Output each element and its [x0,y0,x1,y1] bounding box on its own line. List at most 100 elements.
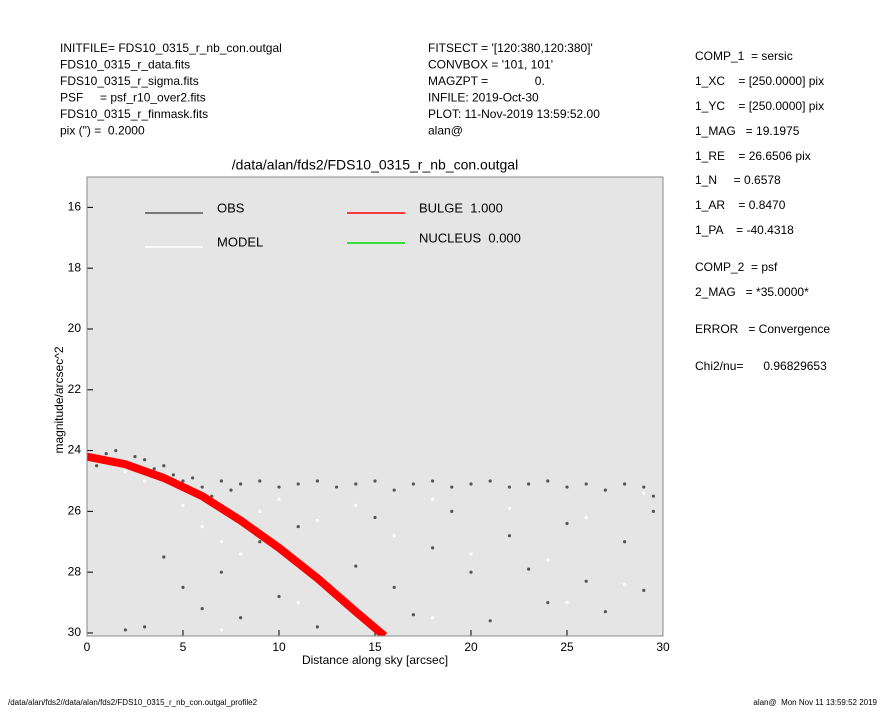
y-axis-label: magnitude/arcsec^2 [52,346,66,453]
data-point [392,534,396,538]
legend-label: BULGE 1.000 [419,200,503,215]
y-tick-label: 22 [68,382,82,396]
data-point [527,482,531,486]
data-point [623,540,627,544]
plot-frame [86,176,664,637]
data-point [258,540,262,544]
data-point [123,628,127,632]
fit-parameter: 1_N = 0.6578 [695,173,781,187]
data-point [171,473,175,477]
plot-area [87,177,663,636]
data-point [565,600,569,605]
data-point [450,485,454,489]
y-tick-label: 28 [68,564,82,578]
data-point [623,482,627,486]
data-point [219,540,223,544]
data-point [296,482,300,486]
data-point [143,458,147,462]
data-point [95,464,99,468]
data-point [450,509,454,513]
header-line: INFILE: 2019-Oct-30 [428,91,539,105]
header-line: CONVBOX = '101, 101' [428,58,553,72]
legend-label: NUCLEUS 0.000 [419,230,521,245]
data-point [603,610,608,614]
footer-stamp: alan@ Mon Nov 11 13:59:52 2019 [753,698,877,707]
data-point [296,524,300,529]
data-point [411,482,415,486]
fit-parameter: COMP_1 = sersic [695,49,793,63]
data-point [219,479,223,483]
data-point [584,579,588,583]
data-point [191,476,195,480]
data-point [469,570,473,574]
data-point [354,503,358,507]
data-point [162,464,166,468]
data-point [603,488,608,492]
data-point [143,479,147,483]
y-tick-label: 18 [68,260,82,274]
data-point [181,585,185,589]
data-point [527,567,531,571]
model-curve [87,452,388,636]
header-line: PLOT: 11-Nov-2019 13:59:52.00 [428,107,600,121]
fit-parameter: 1_PA = -40.4318 [695,223,794,237]
data-point [546,558,550,562]
data-point [277,497,281,501]
data-point [123,470,127,474]
x-tick-label: 0 [84,640,91,654]
data-point [642,491,646,495]
data-point [152,467,156,471]
data-point [565,485,569,489]
data-point [642,485,646,489]
data-point [373,515,377,520]
header-line: FDS10_0315_r_data.fits [60,58,190,72]
header-line: FDS10_0315_r_sigma.fits [60,74,199,88]
data-layer [87,448,656,636]
x-tick-label: 20 [464,640,478,654]
y-tick-label: 26 [68,504,82,518]
data-point [431,497,435,501]
data-point [114,448,118,453]
fit-parameter: 1_YC = [250.0000] pix [695,99,824,113]
data-point [239,552,243,556]
data-point [200,524,204,529]
data-point [181,503,185,507]
fit-parameter: 1_AR = 0.8470 [695,198,786,212]
header-line: alan@ [428,124,463,138]
data-point [507,506,511,510]
data-point [565,521,569,526]
data-point [546,479,550,483]
x-tick-label: 10 [272,640,286,654]
data-point [546,600,550,605]
data-point [239,482,243,486]
y-tick-label: 20 [68,321,82,335]
data-point [258,479,262,483]
data-point [335,485,339,489]
data-point [200,607,204,611]
data-point [507,485,511,489]
data-point [392,488,396,492]
header-line: FITSECT = '[120:380,120:380]' [428,41,593,55]
header-line: MAGZPT = 0. [428,74,545,88]
x-axis-label: Distance along sky [arcsec] [302,653,448,667]
legend-label: MODEL [217,234,263,249]
fit-parameter: Chi2/nu= 0.96829653 [695,359,827,373]
x-tick-label: 25 [560,640,574,654]
data-point [296,600,300,605]
data-point [488,619,492,623]
data-point [229,488,233,492]
y-tick-label: 24 [68,443,82,457]
header-line: FDS10_0315_r_finmask.fits [60,107,208,121]
data-point [469,552,473,556]
y-tick-label: 16 [68,200,82,214]
header-line: pix (") = 0.2000 [60,124,145,138]
data-point [277,485,281,489]
data-point [354,482,358,486]
data-point [219,628,223,632]
x-tick-label: 30 [656,640,670,654]
data-point [162,555,166,559]
fit-parameter: 1_MAG = 19.1975 [695,124,800,138]
data-point [411,613,415,617]
data-point [315,479,319,483]
data-point [431,616,435,620]
